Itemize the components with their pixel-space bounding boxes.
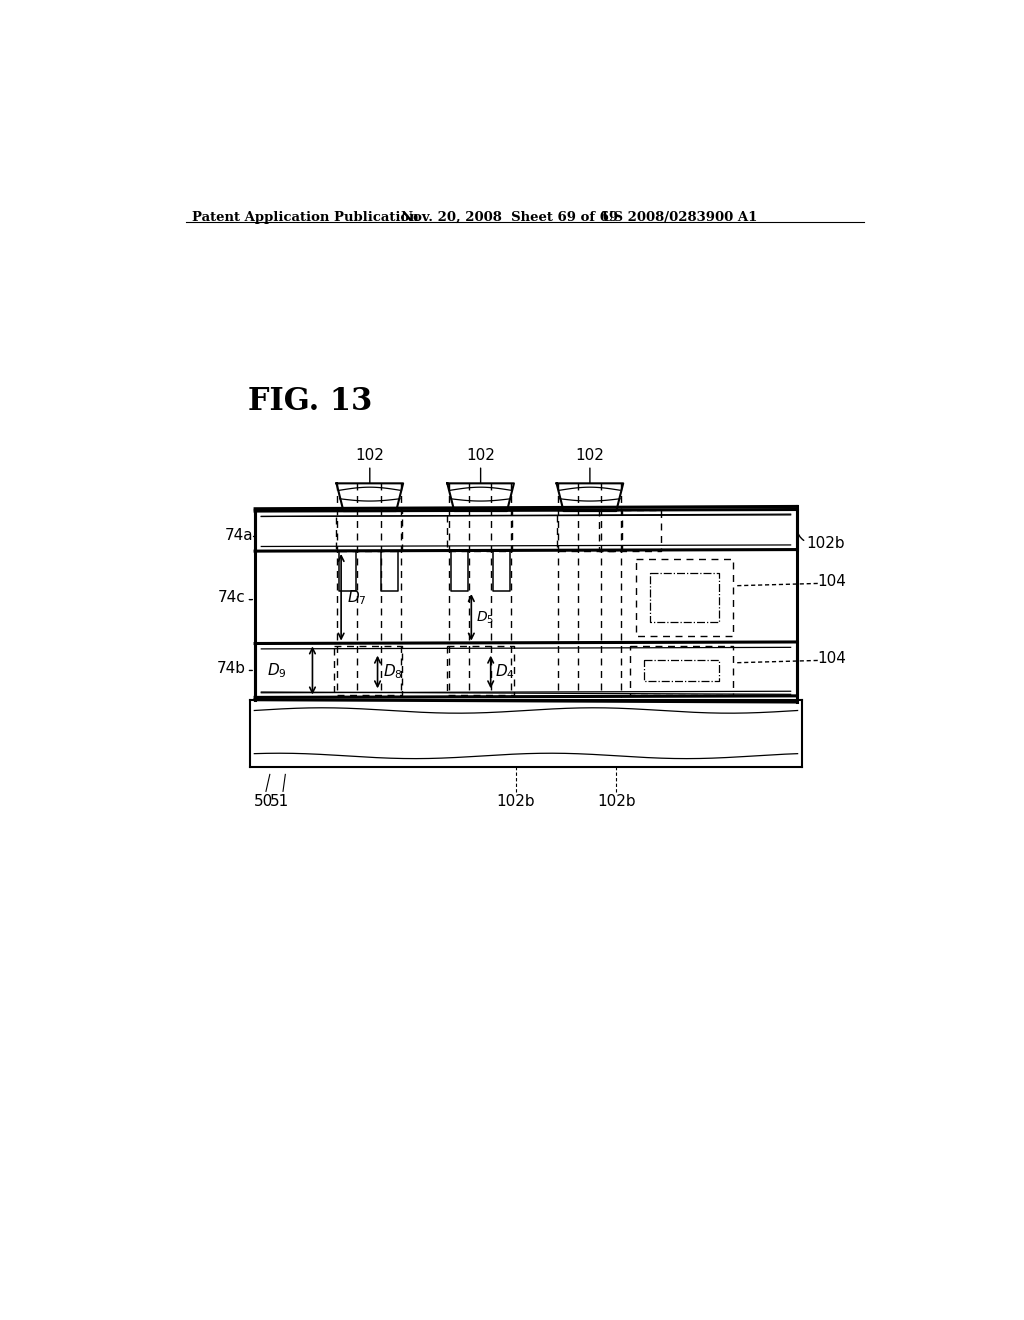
Text: 102: 102 [575,447,604,483]
Text: Nov. 20, 2008  Sheet 69 of 69: Nov. 20, 2008 Sheet 69 of 69 [400,211,617,224]
Text: 74b: 74b [217,661,246,676]
Text: $D_7$: $D_7$ [347,587,367,607]
Text: US 2008/0283900 A1: US 2008/0283900 A1 [602,211,758,224]
Text: 74a: 74a [225,528,254,544]
Text: 51: 51 [270,793,290,809]
Text: $D_4$: $D_4$ [496,663,515,681]
Text: 102b: 102b [806,536,845,550]
Text: 74c: 74c [218,590,246,605]
Text: 102b: 102b [597,793,636,809]
Text: $D_5$: $D_5$ [476,609,495,626]
Text: 102: 102 [355,447,384,483]
Text: $D_8$: $D_8$ [383,663,402,681]
Text: FIG. 13: FIG. 13 [248,385,373,417]
Text: 104: 104 [818,574,847,590]
Text: 102b: 102b [497,793,535,809]
Text: Patent Application Publication: Patent Application Publication [191,211,418,224]
Text: $D_9$: $D_9$ [267,661,287,680]
Text: 50: 50 [254,793,273,809]
Text: 102: 102 [466,447,495,483]
Text: 104: 104 [818,651,847,667]
